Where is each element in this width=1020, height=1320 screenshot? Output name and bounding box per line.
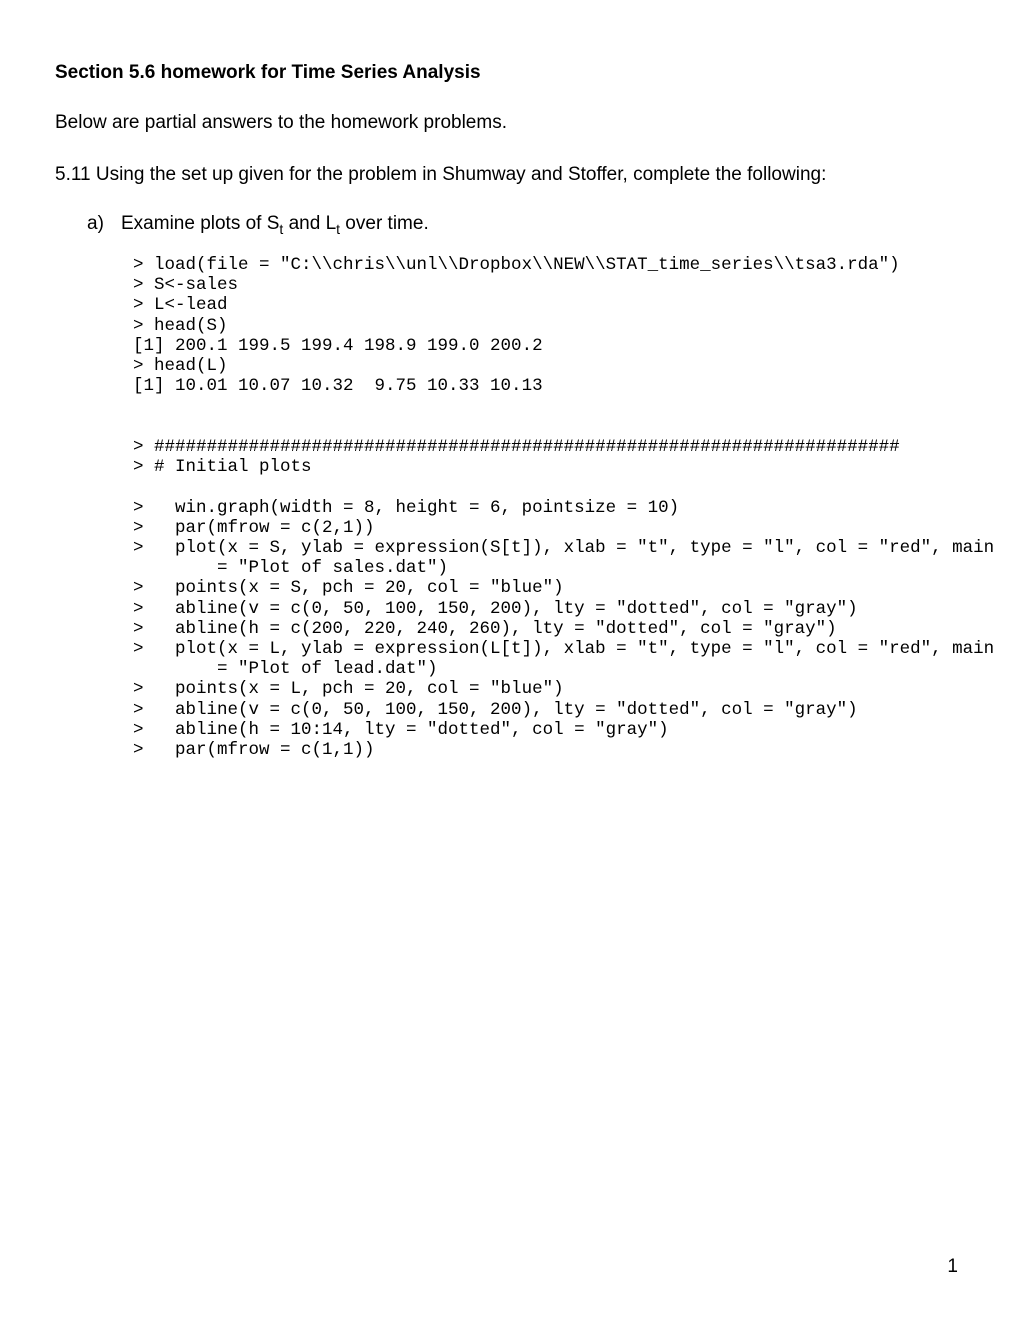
document-title: Section 5.6 homework for Time Series Ana… — [55, 62, 965, 84]
page-number: 1 — [947, 1256, 958, 1278]
intro-text: Below are partial answers to the homewor… — [55, 110, 965, 136]
list-item-a: a)Examine plots of St and Lt over time. — [87, 213, 965, 237]
code-block: > load(file = "C:\\chris\\unl\\Dropbox\\… — [133, 255, 965, 760]
item-text-mid: and L — [283, 213, 336, 234]
item-text-suffix: over time. — [340, 213, 429, 234]
problem-statement: 5.11 Using the set up given for the prob… — [55, 162, 965, 188]
item-text-prefix: Examine plots of S — [121, 213, 279, 234]
list-marker: a) — [87, 213, 121, 235]
